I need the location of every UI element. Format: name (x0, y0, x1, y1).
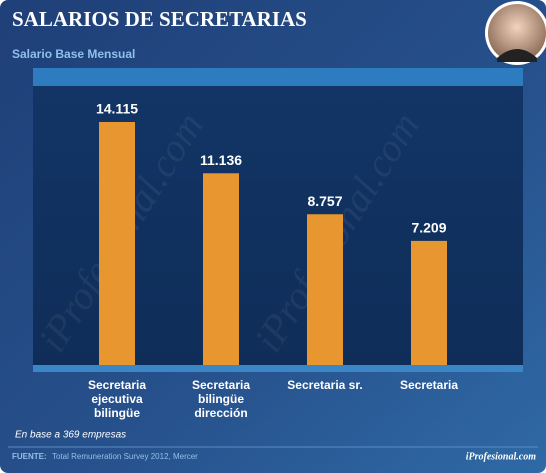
source-label: FUENTE: (12, 452, 47, 461)
chart-title: SALARIOS DE SECRETARIAS (12, 7, 307, 31)
value-label: 11.136 (200, 152, 242, 168)
x-tick-label: Secretaria sr. (287, 378, 363, 392)
brand: iProfesional.com (466, 451, 536, 462)
photo-suit (497, 49, 537, 62)
bar (203, 173, 239, 365)
panel-base (33, 365, 523, 372)
chart-subtitle: Salario Base Mensual (12, 47, 135, 61)
bar (411, 240, 447, 365)
panel-header (33, 68, 523, 86)
value-label: 7.209 (411, 220, 446, 236)
bar (99, 122, 135, 365)
value-label: 14.115 (96, 101, 138, 117)
x-tick-label: Secretaria ejecutiva bilingüe (87, 378, 147, 420)
x-tick-label: Secretaria bilingüe dirección (191, 378, 251, 420)
x-tick-label: Secretaria (399, 378, 459, 392)
source: Total Remuneration Survey 2012, Mercer (52, 452, 198, 461)
photo (488, 4, 546, 62)
bar (307, 214, 343, 365)
value-label: 8.757 (307, 193, 342, 209)
note: En base a 369 empresas (15, 430, 126, 441)
